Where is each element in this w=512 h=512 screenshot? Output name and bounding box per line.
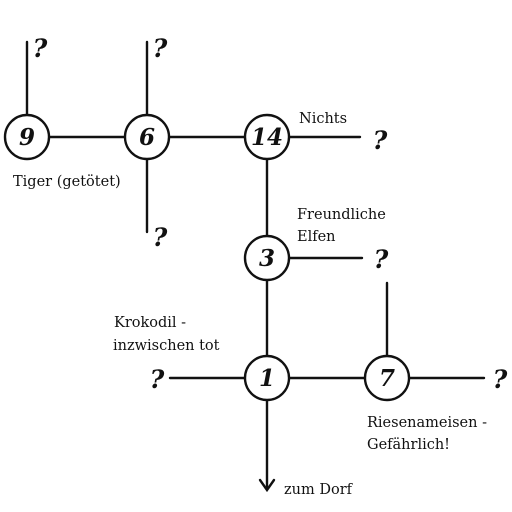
arrow-down-icon bbox=[258, 478, 276, 493]
note-ameisen-line1: Riesenameisen - bbox=[367, 415, 487, 431]
unknown-exit-6-south: ? bbox=[153, 223, 168, 252]
note-dorf: zum Dorf bbox=[284, 482, 354, 498]
note-nichts: Nichts bbox=[299, 111, 347, 127]
room-6: 6 bbox=[123, 113, 171, 161]
room-7: 7 bbox=[363, 354, 411, 402]
note-krokodil-line2: inzwischen tot bbox=[113, 338, 220, 354]
room-number: 9 bbox=[19, 124, 35, 151]
room-1: 1 bbox=[243, 354, 291, 402]
note-elfen-line1: Freundliche bbox=[297, 207, 386, 223]
room-circle bbox=[243, 354, 291, 402]
annotations: Tiger (getötet) Nichts Freundliche Elfen… bbox=[13, 111, 487, 498]
corridors bbox=[25, 40, 486, 493]
note-elfen-line2: Elfen bbox=[297, 229, 336, 245]
room-circle bbox=[243, 113, 291, 161]
room-number: 6 bbox=[139, 124, 155, 151]
room-9: 9 bbox=[3, 113, 51, 161]
note-tiger: Tiger (getötet) bbox=[13, 174, 121, 190]
room-number: 1 bbox=[259, 365, 275, 392]
unknown-exit-1-west: ? bbox=[150, 365, 165, 394]
unknown-exit-7-east: ? bbox=[493, 365, 508, 394]
room-circle bbox=[123, 113, 171, 161]
room-circle bbox=[243, 234, 291, 282]
room-14: 14 bbox=[243, 113, 291, 161]
unknown-exit-6-north: ? bbox=[153, 34, 168, 63]
room-number: 3 bbox=[259, 245, 275, 272]
unknown-exit-3-east: ? bbox=[374, 245, 389, 274]
room-circle bbox=[3, 113, 51, 161]
note-ameisen-line2: Gefährlich! bbox=[367, 437, 450, 453]
room-circle bbox=[363, 354, 411, 402]
room-number: 7 bbox=[379, 365, 395, 392]
unknown-exits: ? ? ? ? ? ? ? bbox=[33, 34, 508, 394]
note-krokodil-line1: Krokodil - bbox=[114, 315, 186, 331]
unknown-exit-9-north: ? bbox=[33, 34, 48, 63]
unknown-exit-14-east: ? bbox=[373, 126, 388, 155]
room-number: 14 bbox=[251, 124, 283, 151]
room-3: 3 bbox=[243, 234, 291, 282]
